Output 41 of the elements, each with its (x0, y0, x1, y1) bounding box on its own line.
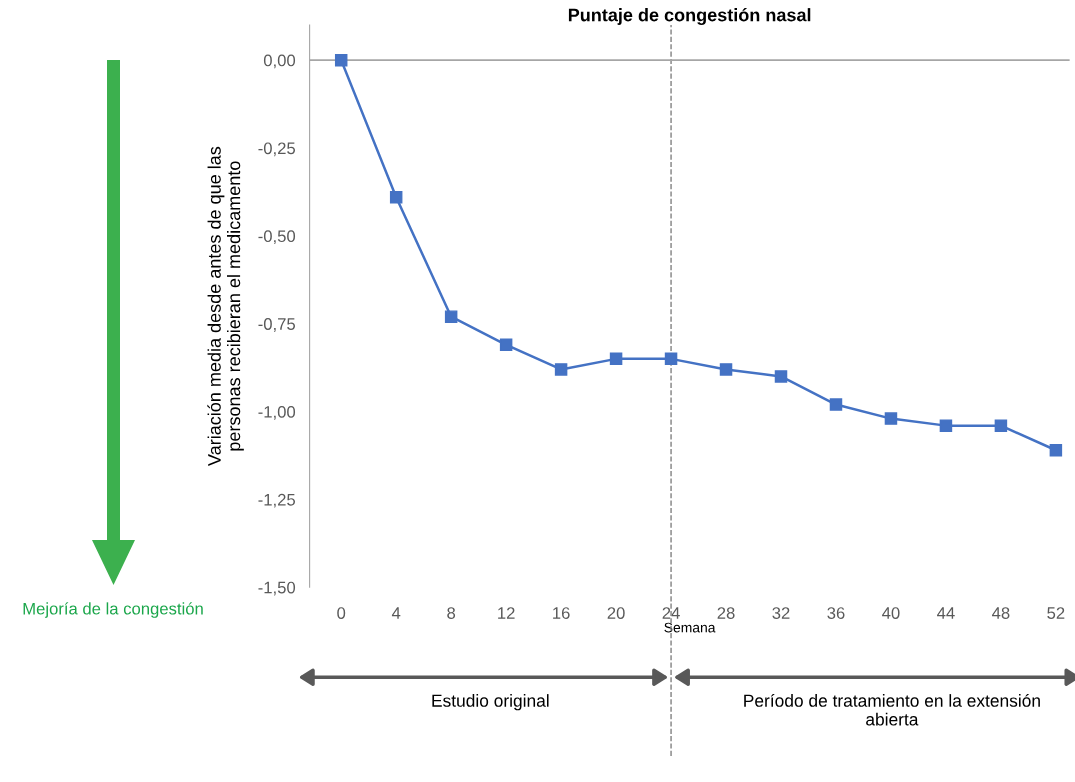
x-tick-label: 52 (1047, 607, 1065, 619)
x-tick-label: 48 (992, 607, 1010, 619)
point (1049, 443, 1063, 457)
y-tick-label: -1,25 (258, 493, 296, 508)
y-tick-label: -1,50 (258, 581, 296, 596)
y-tick-label: -0,50 (258, 230, 296, 245)
chart-title: Puntaje de congestión nasal (568, 7, 811, 26)
y-tick-label: -1,00 (258, 405, 296, 420)
x-tick-label: 8 (447, 607, 456, 619)
x-tick-label: 28 (717, 607, 735, 619)
point (994, 419, 1008, 432)
x-tick-label: 4 (391, 607, 401, 619)
point (389, 190, 403, 204)
x-tick-label: 44 (937, 607, 955, 619)
point (609, 352, 623, 366)
x-tick-label: 16 (553, 607, 570, 619)
x-tick-label: 12 (498, 607, 515, 619)
text: Estudio original (432, 694, 549, 711)
x-tick-label: 32 (772, 607, 790, 619)
y-tick-label: 0,00 (263, 54, 296, 69)
point (554, 363, 568, 376)
y-tick-label: -0,75 (258, 318, 296, 332)
y-axis-title: Variación media desde antes de que las personas recibieran el medicamento (207, 146, 244, 466)
x-tick-label: 0 (337, 607, 346, 619)
x-tick-label: 24 (662, 607, 680, 619)
text: Período de tratamiento en la extensión abierta (744, 693, 1040, 726)
point (334, 53, 348, 67)
point (499, 338, 513, 352)
point (774, 370, 788, 383)
x-axis-title: Semana (664, 622, 716, 633)
point (719, 363, 733, 376)
point (939, 419, 953, 432)
y-tick-label: -0,25 (258, 142, 296, 157)
x-tick-label: 36 (827, 607, 845, 619)
point (884, 412, 898, 425)
point (664, 352, 678, 366)
x-tick-label: 20 (607, 607, 625, 619)
point (444, 310, 458, 323)
x-tick-label: 40 (882, 607, 900, 619)
point (829, 398, 843, 411)
text: Mejoría de la congestión (23, 602, 203, 618)
